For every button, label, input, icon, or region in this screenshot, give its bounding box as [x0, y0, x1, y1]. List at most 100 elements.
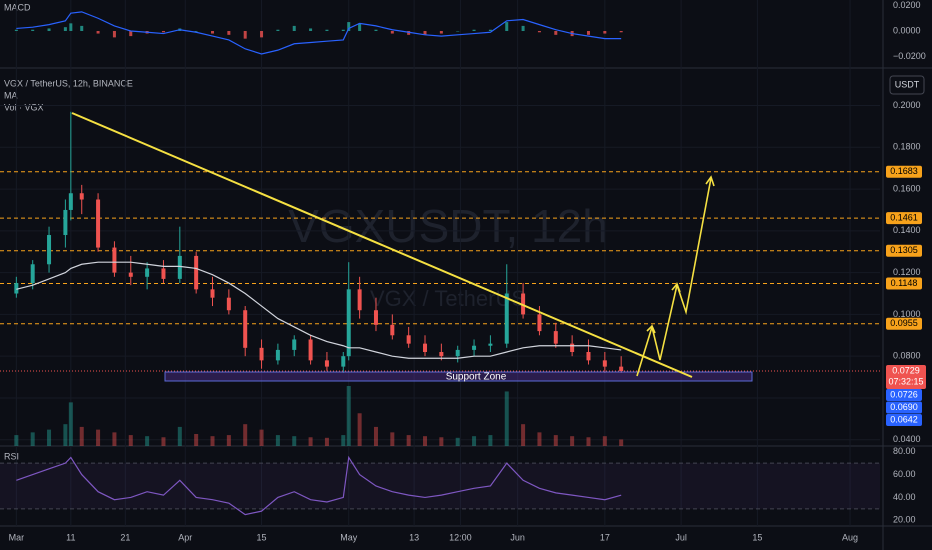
volume-bar	[292, 436, 297, 446]
volume-bar	[145, 436, 150, 446]
candle-body	[145, 268, 150, 277]
volume-bar	[570, 436, 575, 446]
macd-hist-bar	[31, 29, 35, 31]
candle-body	[68, 193, 73, 210]
macd-hist-bar	[80, 25, 84, 31]
macd-tick-label: 0.0000	[893, 25, 921, 35]
indicator-label: MA	[4, 90, 18, 100]
macd-hist-bar	[96, 31, 100, 34]
currency-label[interactable]: USDT	[895, 79, 920, 89]
macd-hist-bar	[63, 27, 67, 31]
y-tick-label: 0.1800	[893, 142, 921, 152]
macd-hist-bar	[347, 22, 351, 31]
macd-hist-bar	[358, 23, 362, 31]
chart-title: VGX / TetherUS, 12h, BINANCE	[4, 78, 133, 88]
countdown-label: 07:32:15	[888, 376, 923, 386]
macd-hist-bar	[390, 31, 394, 34]
volume-bar	[112, 432, 117, 446]
candle-body	[619, 366, 624, 372]
x-tick-label: Jun	[510, 532, 525, 542]
volume-bar	[357, 413, 362, 446]
macd-hist-bar	[194, 31, 198, 32]
candle-body	[96, 199, 101, 248]
volume-bar	[406, 435, 411, 446]
volume-bar	[128, 435, 133, 446]
level-label-bg	[886, 317, 922, 330]
volume-bar	[177, 426, 182, 446]
candle-body	[586, 352, 591, 361]
macd-hist-bar	[112, 31, 116, 38]
candle-body	[308, 339, 313, 361]
trend-line	[71, 112, 693, 378]
volume-bar	[439, 437, 444, 446]
level-label: 0.1305	[890, 245, 918, 255]
level-label-bg	[886, 165, 922, 178]
macd-hist-bar	[227, 31, 231, 35]
volume-bar	[30, 432, 35, 446]
candle-body	[357, 289, 362, 311]
x-tick-label: Jul	[675, 532, 687, 542]
macd-hist-bar	[423, 31, 427, 35]
macd-tick-label: 0.0200	[893, 0, 921, 10]
candle-body	[390, 324, 395, 336]
volume-bar	[259, 429, 264, 446]
level-label-bg	[886, 212, 922, 225]
volume-bar	[504, 391, 509, 446]
volume-bar	[373, 426, 378, 446]
volume-bar	[537, 432, 542, 446]
rsi-title: RSI	[4, 451, 19, 461]
volume-bar	[161, 437, 166, 446]
x-tick-label: Apr	[178, 532, 192, 542]
y-tick-label: 0.1200	[893, 267, 921, 277]
volume-bar	[488, 435, 493, 446]
x-tick-label: 15	[257, 532, 267, 542]
candle-body	[30, 264, 35, 284]
volume-bar	[521, 424, 526, 446]
candle-body	[472, 345, 477, 350]
candle-body	[14, 283, 19, 294]
macd-hist-bar	[161, 31, 165, 33]
x-tick-label: Aug	[842, 532, 858, 542]
level-label-bg	[886, 244, 922, 257]
volume-bar	[68, 402, 73, 446]
volume-bar	[553, 435, 558, 446]
last-price-bg	[886, 365, 926, 390]
candle-body	[406, 335, 411, 344]
candle-body	[373, 310, 378, 325]
candle-body	[292, 339, 297, 350]
watermark-sub: VGX / TetherUS	[370, 286, 526, 311]
projection-arrows	[646, 175, 715, 334]
volume-bar	[586, 437, 591, 446]
volume-bar	[324, 437, 329, 446]
volume-bar	[194, 434, 199, 446]
macd-hist-bar	[374, 29, 378, 31]
candle-body	[177, 255, 182, 279]
candle-body	[324, 360, 329, 367]
x-tick-label: 12:00	[449, 532, 472, 542]
support-zone-label: Support Zone	[446, 372, 507, 383]
level-label: 0.1461	[890, 212, 918, 222]
rsi-tick-label: 20.00	[893, 515, 916, 525]
macd-title: MACD	[4, 2, 31, 12]
x-tick-label: Mar	[9, 532, 25, 542]
volume-bar	[390, 432, 395, 446]
volume-bar	[346, 386, 351, 446]
candle-body	[346, 289, 351, 357]
candle-body	[161, 268, 166, 279]
currency-button[interactable]	[889, 75, 925, 95]
volume-bar	[341, 435, 346, 446]
rsi-tick-label: 40.00	[893, 492, 916, 502]
level-label: 0.1683	[890, 166, 918, 176]
volume-bar	[275, 435, 280, 446]
macd-hist-bar	[619, 31, 623, 33]
macd-hist-bar	[472, 29, 476, 31]
macd-hist-bar	[456, 31, 460, 32]
macd-hist-bar	[47, 28, 51, 31]
candle-body	[210, 289, 215, 298]
y-tick-label: 0.0800	[893, 351, 921, 361]
stacked-label-bg	[886, 414, 922, 426]
macd-hist-bar	[537, 31, 541, 33]
y-tick-label: 0.1400	[893, 225, 921, 235]
macd-tick-label: −0.0200	[893, 51, 926, 61]
